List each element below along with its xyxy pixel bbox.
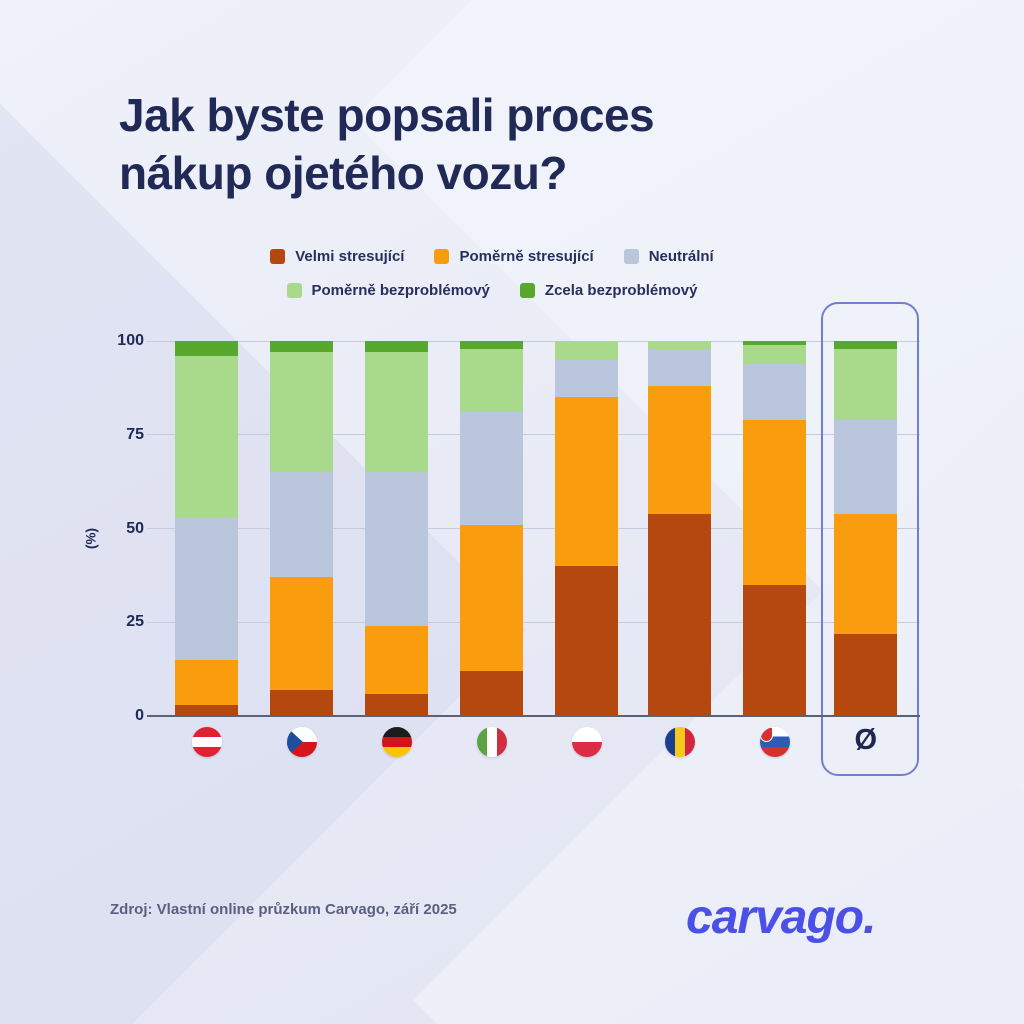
italy-flag-icon [476,727,507,757]
legend-swatch-icon [286,283,302,298]
bar-segment [365,352,428,473]
average-column-highlight [821,302,919,776]
bar-segment [555,566,618,716]
bar-segment [555,359,618,398]
carvago-logo: carvago. [686,891,876,944]
legend-row: Velmi stresující Poměrně stresující Neut… [270,248,714,265]
chart-legend: Velmi stresující Poměrně stresující Neut… [0,248,1004,299]
bar-segment [460,412,523,525]
bar-segment [834,341,897,349]
bar-segment [834,513,897,634]
legend-label: Velmi stresující [295,248,405,265]
legend-label: Zcela bezproblémový [544,282,698,299]
bar-segment [460,341,523,349]
romania-flag-icon [664,727,695,757]
page-title: Jak byste popsali proces nákup ojetého v… [119,86,655,202]
bar-segment [175,517,238,660]
bar-slovakia [743,341,806,716]
legend-label: Neutrální [648,248,714,265]
bar-segment [743,344,806,364]
bar-segment [743,419,806,585]
bar-segment [648,341,711,349]
bar-segment [743,341,806,345]
y-tick-label-25: 25 [126,613,144,631]
legend-item-neutralni: Neutrální [623,248,714,265]
bar-segment [270,472,333,578]
bar-germany [365,341,428,716]
legend-label: Poměrně bezproblémový [311,282,490,299]
germany-flag-icon [381,727,412,757]
bar-segment [460,671,523,716]
bar-segment [270,577,333,690]
title-line-2: nákup ojetého vozu? [119,147,567,199]
gridline-100 [147,340,920,342]
bar-segment [365,693,428,716]
bar-segment [365,341,428,353]
bar-segment [648,386,711,514]
bar-segment [270,341,333,353]
legend-item-zcela-bezproblemovy: Zcela bezproblémový [519,282,698,299]
bar-segment [270,689,333,716]
source-note: Zdroj: Vlastní online průzkum Carvago, z… [110,901,457,918]
poland-flag-icon [571,727,602,757]
bar-austria [175,341,238,716]
title-line-1: Jak byste popsali proces [119,89,655,141]
legend-swatch-icon [434,249,450,264]
bar-segment [175,356,238,518]
category-axis: Ø [155,724,920,759]
bar-segment [175,341,238,356]
y-tick-label-75: 75 [126,425,144,443]
bar-segment [743,584,806,716]
gridline-50 [147,528,920,529]
bar-segment [365,626,428,694]
y-tick-label-0: 0 [135,707,144,724]
bar-czechia [270,341,333,716]
czechia-flag-icon [286,727,317,757]
bar-segment [175,659,238,705]
y-tick-label-100: 100 [117,332,144,349]
bar-segment [365,472,428,626]
legend-item-velmi-stresujici: Velmi stresující [270,248,404,265]
bar-segment [460,348,523,413]
bar-segment [834,633,897,716]
bar-segment [270,352,333,473]
legend-item-pomerne-bezproblemovy: Poměrně bezproblémový [286,282,490,299]
bar-italy [460,341,523,716]
bar-segment [648,513,711,716]
bar-segment [834,348,897,420]
bar-romania [648,341,711,716]
y-axis-label: (%) [83,528,99,549]
slovakia-flag-icon [759,727,790,757]
gridline-75 [147,434,920,436]
bar-segment [555,341,618,360]
legend-swatch-icon [270,249,286,264]
bar-segment [175,704,238,716]
legend-label: Poměrně stresující [459,248,594,265]
bar-poland [555,341,618,716]
austria-flag-icon [191,727,222,757]
bar-segment [743,363,806,420]
bar-segment [648,348,711,386]
bar-average [834,341,897,716]
bar-segment [460,524,523,671]
plot-area: (%) 0 25 50 75 100 [84,332,920,724]
bar-segment [834,419,897,514]
legend-row: Poměrně bezproblémový Zcela bezproblémov… [286,282,698,299]
legend-swatch-icon [623,249,639,264]
legend-item-pomerne-stresujici: Poměrně stresující [434,248,594,265]
legend-swatch-icon [519,283,535,298]
x-axis-line [147,715,920,717]
bar-segment [555,397,618,566]
y-tick-label-50: 50 [126,519,144,537]
gridline-25 [147,621,920,623]
average-symbol: Ø [854,724,878,756]
